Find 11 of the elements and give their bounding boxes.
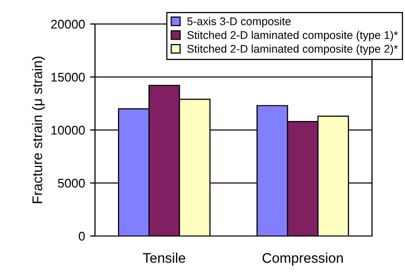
x-tick-label: Compression: [262, 252, 343, 266]
y-tick-label: 0: [78, 232, 85, 241]
y-tick-label: 5000: [58, 178, 85, 188]
legend-label: 5-axis 3-D composite: [187, 17, 291, 28]
y-tick-label: 15000: [51, 72, 85, 82]
y-tick-label: 20000: [51, 20, 85, 29]
x-tick-label: Tensile: [142, 252, 186, 263]
legend-label: Stitched 2-D laminated composite (type 2)*: [187, 44, 398, 55]
y-axis-title: Fracture strain (μ strain): [32, 56, 45, 204]
y-tick-label: 10000: [51, 126, 85, 135]
legend-label: Stitched 2-D laminated composite (type 1)*: [187, 30, 398, 42]
